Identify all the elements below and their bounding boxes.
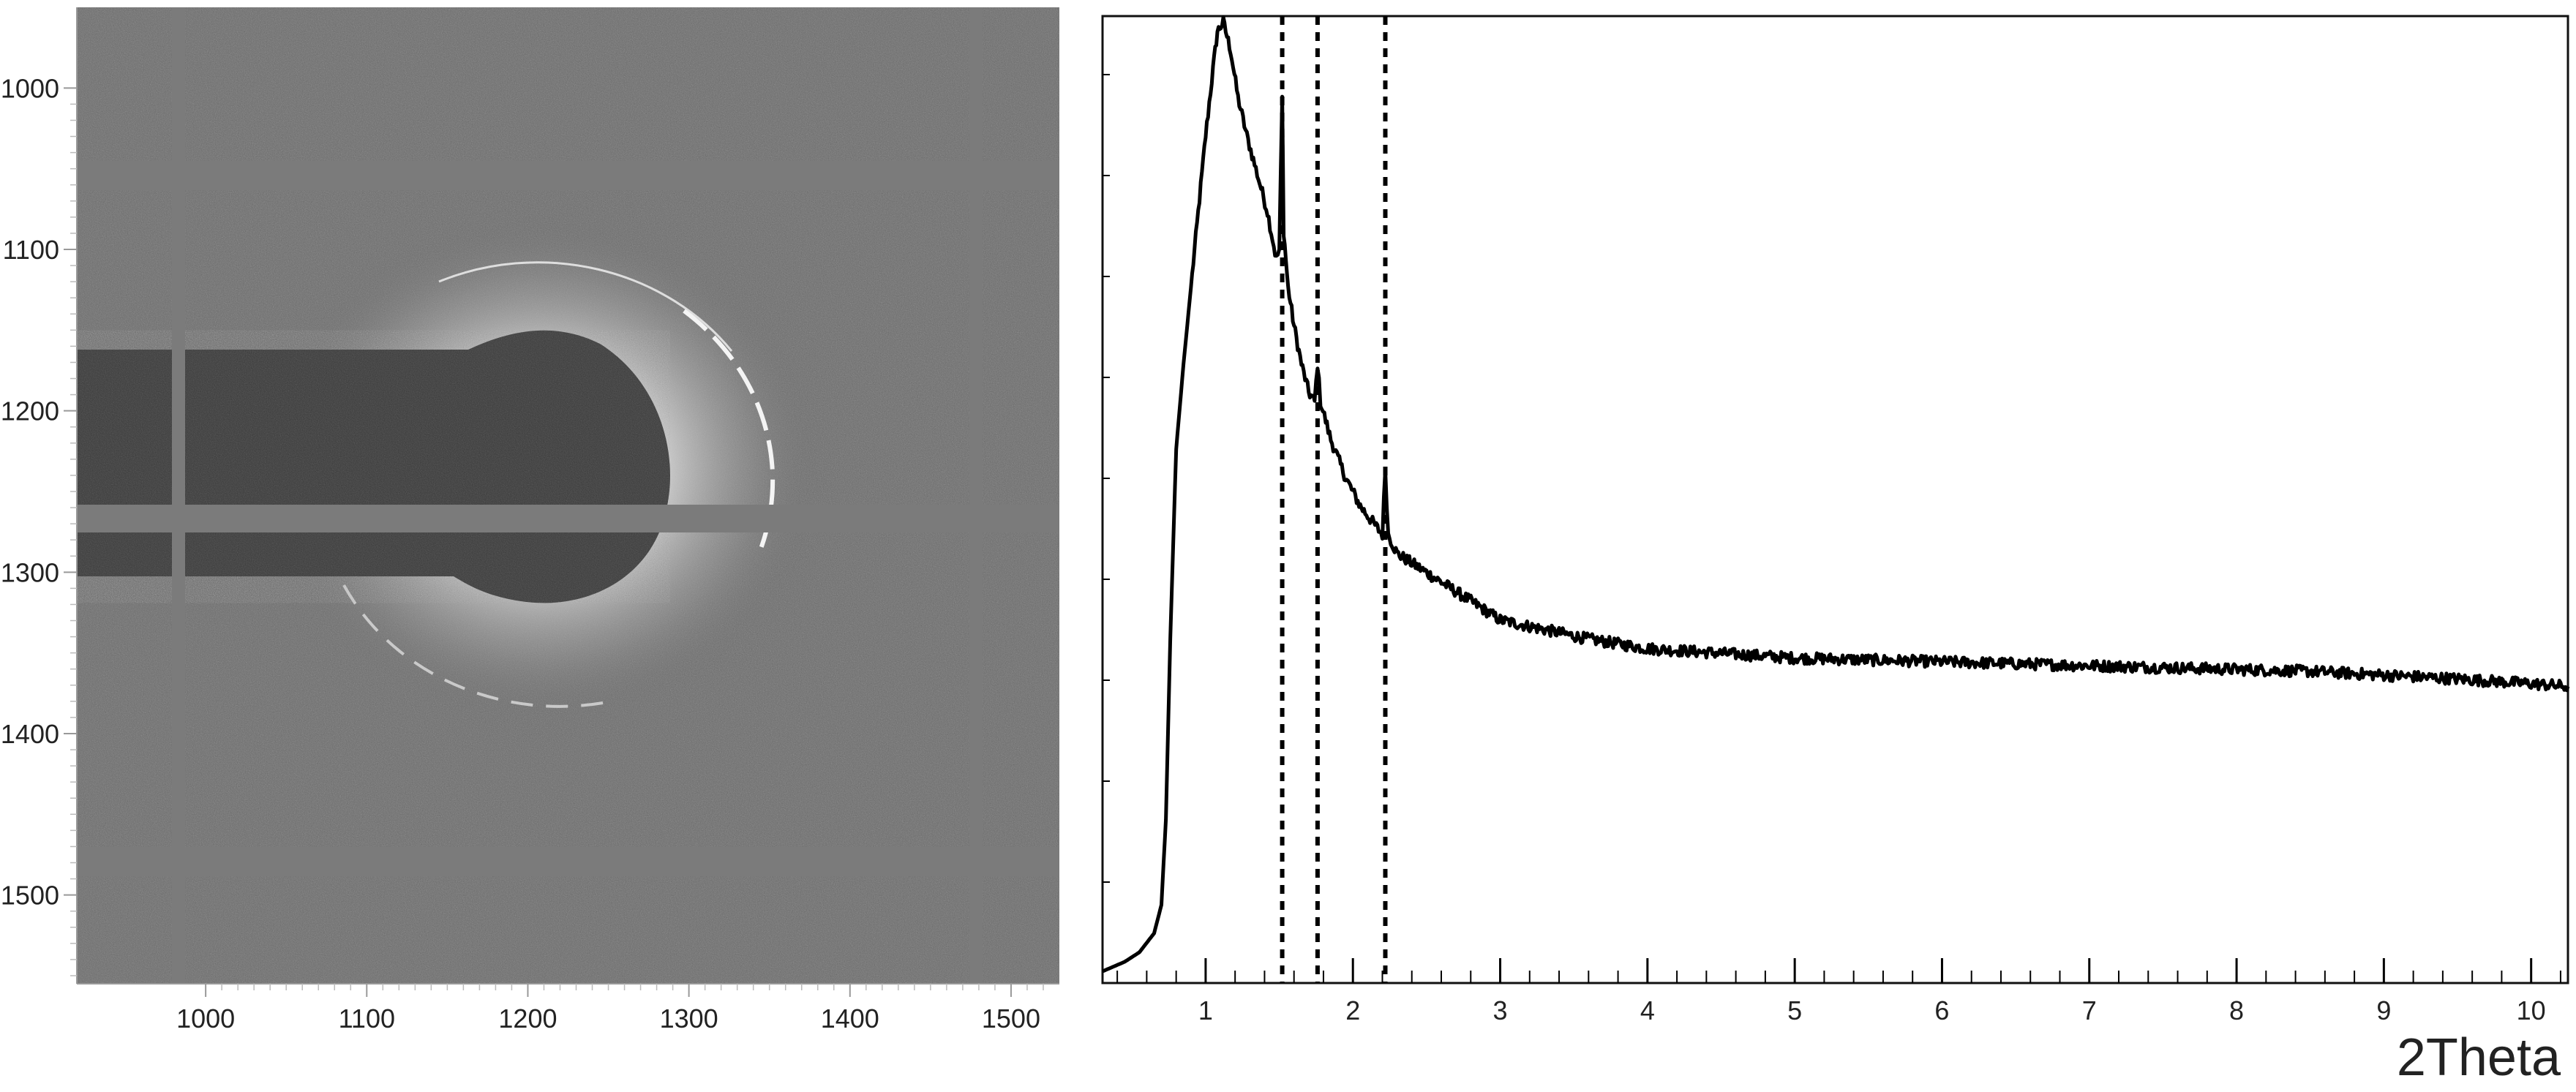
beam-stop-shadow-noise — [77, 330, 670, 603]
detector-gap-vertical-1 — [172, 7, 185, 984]
detector-image — [77, 7, 1059, 984]
detector-gap-horizontal-1 — [77, 161, 1059, 190]
detector-x-tick-label: 1100 — [339, 1003, 395, 1033]
x-tick-label: 5 — [1787, 995, 1802, 1025]
detector-x-tick-label: 1400 — [821, 1003, 879, 1033]
detector-x-tick-label: 1300 — [660, 1003, 718, 1033]
diffraction-ring-2 — [683, 309, 776, 550]
detector-y-tick-label: 1400 — [1, 719, 59, 749]
x-tick-label: 6 — [1934, 995, 1949, 1025]
detector-x-tick-label: 1200 — [498, 1003, 557, 1033]
detector-y-tick-label: 1300 — [1, 557, 59, 587]
x-tick-label: 7 — [2082, 995, 2097, 1025]
series-line — [1102, 15, 2570, 974]
x-axis-title: 2Theta — [2397, 1028, 2561, 1087]
x-tick-label: 8 — [2229, 995, 2244, 1025]
profile-plot: 1 2 3 4 5 6 7 8 9 10 2Theta — [1101, 15, 2570, 1087]
diffraction-ring-1 — [438, 261, 733, 352]
detector-x-tick-label: 1000 — [176, 1003, 235, 1033]
detector-gap-horizontal-3 — [77, 847, 1059, 876]
x-tick-label: 9 — [2376, 995, 2391, 1025]
detector-y-tick-label: 1000 — [1, 73, 59, 103]
detector-y-tick-label: 1100 — [3, 235, 59, 265]
plot-frame — [1101, 15, 2569, 984]
detector-y-tick-label: 1500 — [1, 881, 59, 911]
diffraction-ring-3 — [342, 584, 608, 708]
detector-axes: 1000 1100 1200 1300 1400 1500 1000 1100 1200 1300… — [1, 7, 1059, 1033]
detector-gap-horizontal-2 — [77, 505, 1059, 532]
x-tick-label: 1 — [1198, 995, 1213, 1025]
x-tick-label: 3 — [1493, 995, 1508, 1025]
detector-x-tick-label: 1500 — [982, 1003, 1040, 1033]
x-tick-label: 4 — [1640, 995, 1655, 1025]
detector-y-tick-label: 1200 — [1, 396, 59, 426]
profile-axes: 1 2 3 4 5 6 7 8 9 10 — [1103, 74, 2561, 1025]
x-tick-label: 2 — [1345, 995, 1360, 1025]
x-tick-label: 10 — [2517, 995, 2546, 1025]
detector-gap-vertical-2 — [969, 7, 983, 984]
